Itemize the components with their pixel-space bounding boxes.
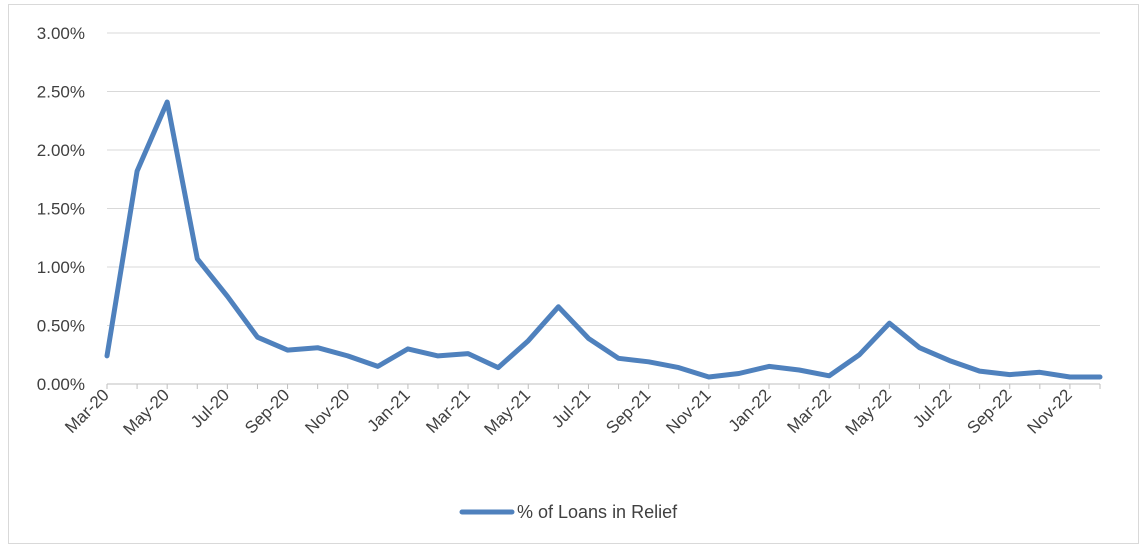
x-tick-label: Nov-20 (301, 385, 353, 437)
y-tick-label: 0.00% (37, 375, 85, 394)
x-tick-label: Mar-22 (783, 385, 835, 437)
series-line-loans-in-relief (104, 99, 1103, 380)
x-tick-label: Mar-21 (422, 385, 474, 437)
legend-label: % of Loans in Relief (517, 502, 678, 522)
x-tick-label: Jul-22 (909, 385, 955, 431)
chart-frame (8, 4, 1139, 544)
x-tick-label: Nov-21 (662, 385, 714, 437)
x-tick-label: May-22 (842, 385, 896, 439)
x-tick-label: Sep-22 (963, 385, 1015, 437)
x-tick-label: May-20 (119, 385, 173, 439)
y-tick-label: 2.00% (37, 141, 85, 160)
y-tick-label: 2.50% (37, 83, 85, 102)
x-tick-label: Sep-20 (241, 385, 293, 437)
x-tick-label: Nov-22 (1024, 385, 1076, 437)
x-tick-label: Jan-21 (364, 385, 414, 435)
y-tick-label: 1.00% (37, 258, 85, 277)
x-tick-label: Sep-21 (602, 385, 654, 437)
x-tick-label: Jan-22 (725, 385, 775, 435)
y-tick-label: 3.00% (37, 24, 85, 43)
x-tick-label: Jul-21 (548, 385, 594, 431)
x-tick-label: May-21 (481, 385, 535, 439)
y-tick-label: 0.50% (37, 317, 85, 336)
x-tick-label: Jul-20 (187, 385, 233, 431)
y-tick-label: 1.50% (37, 200, 85, 219)
